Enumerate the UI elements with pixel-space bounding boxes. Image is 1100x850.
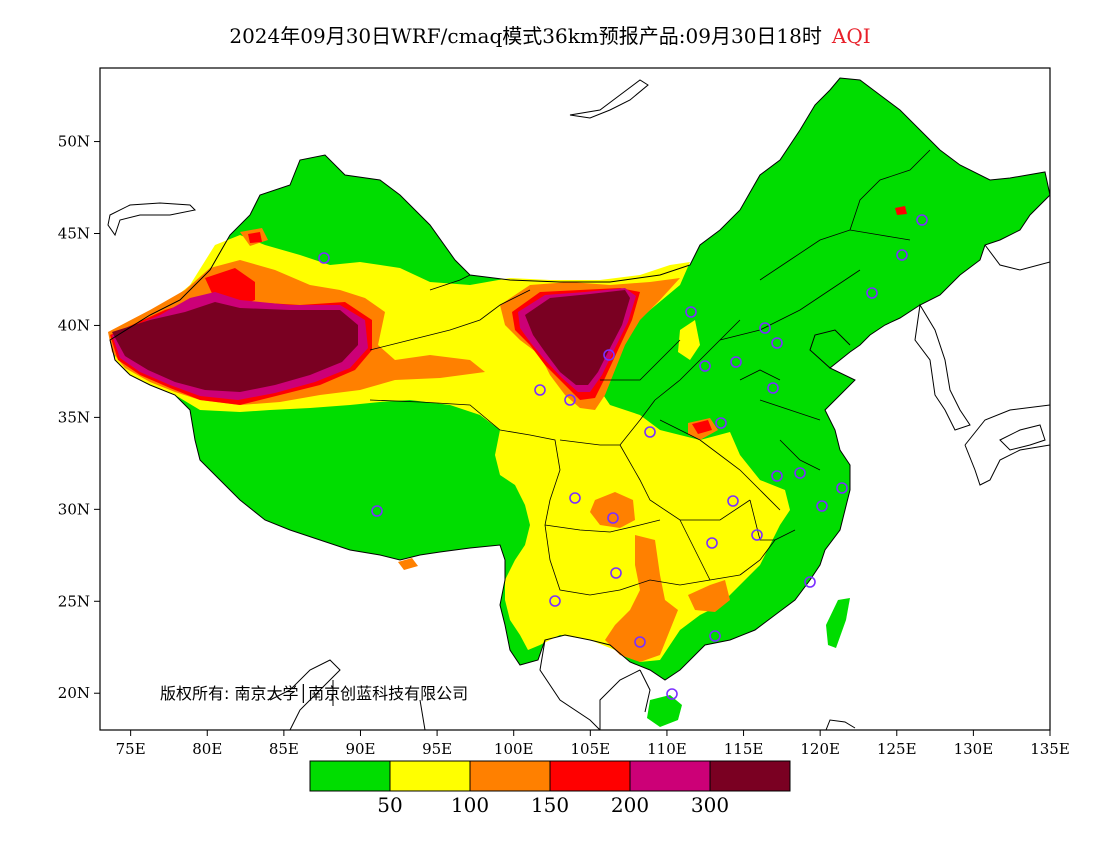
x-tick-label: 130E: [954, 740, 994, 758]
copyright-text: 版权所有: 南京大学│南京创蓝科技有限公司: [160, 684, 469, 703]
legend-label: 300: [691, 793, 729, 817]
aqi-band-green-taiwan: [826, 598, 850, 648]
city-marker: [699, 360, 711, 372]
china-outline: [109, 77, 1050, 681]
city-marker: [706, 537, 718, 549]
y-tick-label: 25N: [58, 592, 90, 610]
city-marker: [564, 394, 576, 406]
city-marker: [794, 467, 806, 479]
y-tick-label: 40N: [58, 316, 90, 334]
x-tick-label: 80E: [192, 740, 222, 758]
legend-swatch: [549, 760, 631, 792]
aqi-band-orange-yunnan: [398, 558, 418, 570]
y-tick-label: 35N: [58, 408, 90, 426]
legend-label: 100: [451, 793, 489, 817]
aqi-band-maroon-gansu: [525, 290, 630, 385]
map-frame: [99, 67, 1051, 731]
city-marker: [759, 322, 771, 334]
city-marker: [771, 470, 783, 482]
y-tick-label: 45N: [58, 225, 90, 243]
x-tick-label: 105E: [571, 740, 611, 758]
city-marker: [727, 495, 739, 507]
legend-swatch: [469, 760, 551, 792]
title-variable: AQI: [831, 24, 871, 48]
city-marker: [534, 384, 546, 396]
city-marker: [751, 529, 763, 541]
x-tick-label: 110E: [647, 740, 687, 758]
legend-swatch: [309, 760, 391, 792]
legend-label: 50: [377, 793, 402, 817]
aqi-legend: 50 100 150 200 300: [309, 760, 791, 817]
province-boundaries: [369, 149, 931, 596]
aqi-band-red-heilong: [895, 206, 907, 215]
x-tick-label: 135E: [1030, 740, 1070, 758]
city-marker: [607, 512, 619, 524]
map-title: 2024年09月30日WRF/cmaq模式36km预报产品:09月30日18时 A…: [0, 20, 1100, 49]
neighbor-coastlines: [107, 79, 1050, 730]
x-tick-label: 115E: [724, 740, 764, 758]
x-tick-label: 125E: [877, 740, 917, 758]
city-marker: [866, 287, 878, 299]
aqi-band-orange-sichuan: [590, 492, 635, 528]
aqi-band-red-xj: [248, 232, 262, 243]
legend-swatch: [709, 760, 791, 792]
y-tick-label: 50N: [58, 133, 90, 151]
aqi-band-green-hainan: [647, 695, 682, 727]
city-marker: [318, 252, 330, 264]
legend-swatch: [389, 760, 471, 792]
city-marker: [767, 382, 779, 394]
city-marker: [730, 356, 742, 368]
map-plot-area: [107, 77, 1050, 730]
city-marker: [634, 636, 646, 648]
city-marker: [603, 349, 615, 361]
city-marker: [666, 688, 678, 700]
x-axis: 75E 80E 85E 90E 95E 100E 105E 110E 115E 120E 125E 1…: [116, 730, 1070, 758]
legend-swatch: [629, 760, 711, 792]
city-marker: [836, 482, 848, 494]
aqi-band-yellow-north: [678, 320, 700, 360]
y-tick-label: 20N: [58, 684, 90, 702]
x-tick-label: 95E: [422, 740, 452, 758]
aqi-band-red-henan: [692, 420, 712, 434]
x-tick-label: 120E: [800, 740, 840, 758]
city-marker: [804, 576, 816, 588]
y-tick-label: 30N: [58, 500, 90, 518]
city-marker: [549, 595, 561, 607]
x-tick-label: 100E: [494, 740, 534, 758]
city-marker: [771, 337, 783, 349]
title-main: 2024年09月30日WRF/cmaq模式36km预报产品:09月30日18时: [229, 24, 822, 48]
legend-label: 200: [611, 793, 649, 817]
x-tick-label: 90E: [345, 740, 375, 758]
city-marker: [685, 306, 697, 318]
city-marker: [816, 500, 828, 512]
city-marker: [709, 630, 721, 642]
aqi-band-maroon: [112, 302, 358, 392]
aqi-band-orange-guangdong: [688, 580, 730, 612]
y-axis: 50N 45N 40N 35N 30N 25N 20N: [58, 133, 100, 702]
city-marker: [715, 417, 727, 429]
legend-label: 150: [531, 793, 569, 817]
city-marker: [916, 214, 928, 226]
city-marker: [371, 505, 383, 517]
city-marker: [610, 567, 622, 579]
city-markers: [318, 214, 928, 700]
city-marker: [896, 249, 908, 261]
x-tick-label: 75E: [116, 740, 146, 758]
x-tick-label: 85E: [269, 740, 299, 758]
city-marker: [644, 426, 656, 438]
city-marker: [569, 492, 581, 504]
aqi-band-orange-guangxi: [605, 535, 678, 662]
